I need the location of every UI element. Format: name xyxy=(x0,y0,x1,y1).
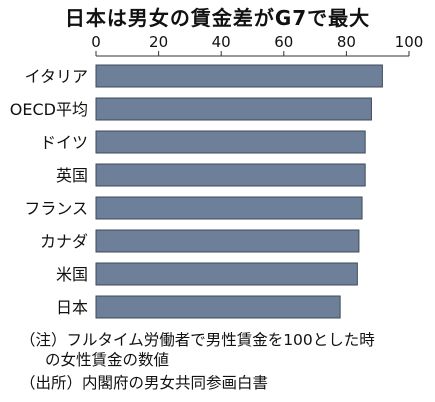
chart-title: 日本は男女の賃金差がG7で最大 xyxy=(64,6,371,30)
x-axis: 0 20 40 60 80 100 xyxy=(91,33,424,57)
category-label: OECD平均 xyxy=(10,100,88,119)
source-text: （出所）内閣府の男女共同参画白書 xyxy=(20,374,269,392)
x-tick-label: 80 xyxy=(337,33,356,51)
x-tick-label: 0 xyxy=(91,33,101,51)
bars xyxy=(95,64,383,319)
x-tick-label: 60 xyxy=(274,33,293,51)
category-label: ドイツ xyxy=(40,133,88,152)
x-tick-label: 40 xyxy=(212,33,231,51)
bar xyxy=(95,262,358,286)
bar xyxy=(95,229,360,253)
category-label: 日本 xyxy=(56,298,88,317)
category-label: 米国 xyxy=(56,265,88,284)
x-tick-label: 20 xyxy=(149,33,168,51)
category-label: フランス xyxy=(24,199,88,218)
note-text-2: の女性賃金の数値 xyxy=(45,351,170,369)
bar xyxy=(95,295,341,319)
bar xyxy=(95,64,383,88)
x-tick-label: 100 xyxy=(395,33,424,51)
note-text-1: （注）フルタイム労働者で男性賃金を100とした時 xyxy=(20,331,375,349)
category-label: 英国 xyxy=(56,166,88,185)
bar xyxy=(95,196,363,220)
bar xyxy=(95,163,366,187)
category-label: カナダ xyxy=(40,232,88,251)
category-label: イタリア xyxy=(25,67,88,86)
bar xyxy=(95,130,366,154)
bar xyxy=(95,97,372,121)
